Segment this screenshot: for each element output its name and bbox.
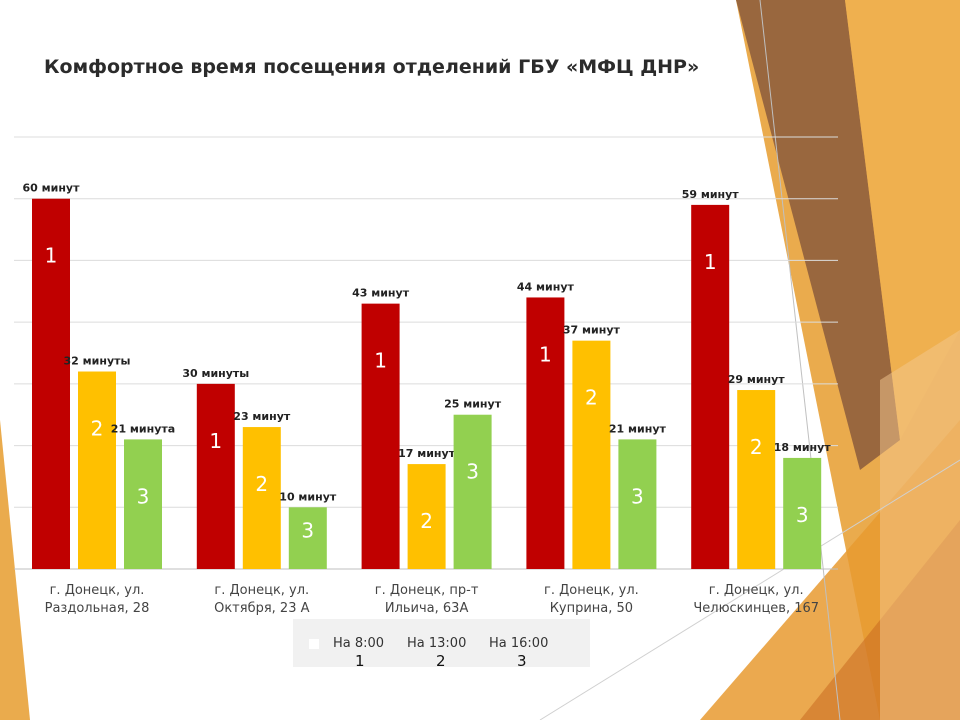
data-label: 37 минут	[563, 324, 621, 337]
bar-number: 1	[45, 244, 58, 268]
data-label: 60 минут	[23, 182, 81, 195]
legend-item-16: На 16:00	[489, 636, 549, 651]
bar	[691, 204, 730, 569]
bar	[196, 383, 235, 569]
bar-number: 2	[750, 435, 763, 459]
data-label: 44 минут	[517, 280, 575, 293]
legend-number-1: 1	[355, 652, 365, 670]
category-label: Октября, 23 А	[214, 601, 310, 616]
bar	[453, 414, 492, 569]
bar	[783, 457, 822, 569]
category-label: г. Донецк, ул.	[50, 583, 145, 598]
bar-number: 3	[301, 518, 314, 542]
bar-number: 2	[585, 386, 598, 410]
bar	[737, 390, 776, 569]
data-label: 30 минуты	[182, 367, 249, 380]
category-labels: г. Донецк, ул. Раздольная, 28 г. Донецк, у…	[45, 583, 819, 616]
legend: На 8:00 На 13:00 На 16:00 1 2 3	[293, 619, 590, 670]
legend-item-8: На 8:00	[333, 636, 385, 651]
bar	[407, 464, 446, 569]
data-label: 17 минут	[398, 447, 456, 460]
bar-number: 2	[91, 417, 104, 441]
data-label: 23 минут	[233, 410, 291, 423]
bar-number: 1	[209, 429, 222, 453]
data-label: 21 минута	[111, 422, 175, 435]
bar-number: 3	[137, 484, 150, 508]
bar	[32, 198, 70, 569]
bar-number: 3	[466, 460, 479, 484]
bar-number: 2	[255, 472, 268, 496]
data-label: 43 минут	[352, 287, 410, 300]
bar	[124, 439, 162, 569]
data-label: 21 минут	[609, 422, 667, 435]
data-label: 59 минут	[682, 188, 740, 201]
legend-swatch	[309, 639, 319, 649]
bar	[242, 427, 281, 569]
legend-number-3: 3	[517, 652, 527, 670]
chart-title: Комфортное время посещения отделений ГБУ…	[44, 56, 700, 78]
category-label: г. Донецк, ул.	[214, 583, 309, 598]
bar	[526, 297, 565, 569]
legend-number-2: 2	[436, 652, 446, 670]
bar-number: 2	[420, 509, 433, 533]
legend-item-13: На 13:00	[407, 636, 467, 651]
bar-number: 1	[704, 250, 717, 274]
category-label: Раздольная, 28	[45, 601, 150, 616]
category-label: Куприна, 50	[550, 601, 633, 616]
bar	[78, 371, 116, 569]
bar	[572, 340, 611, 569]
data-label: 10 минут	[279, 490, 337, 503]
category-label: г. Донецк, ул.	[709, 583, 804, 598]
bar-number: 3	[796, 503, 809, 527]
bar	[288, 507, 327, 569]
category-label: г. Донецк, пр-т	[375, 583, 479, 598]
data-label: 25 минут	[444, 398, 502, 411]
data-label: 18 минут	[774, 441, 832, 454]
data-label: 29 минут	[728, 373, 786, 386]
bar	[618, 439, 657, 569]
data-label: 32 минуты	[64, 355, 131, 368]
bar-number: 1	[374, 349, 387, 373]
category-label: г. Донецк, ул.	[544, 583, 639, 598]
category-label: Челюскинцев, 167	[693, 601, 819, 616]
category-label: Ильича, 63А	[385, 601, 469, 616]
bar-number: 1	[539, 342, 552, 366]
bar-number: 3	[631, 484, 644, 508]
bar	[361, 303, 400, 569]
